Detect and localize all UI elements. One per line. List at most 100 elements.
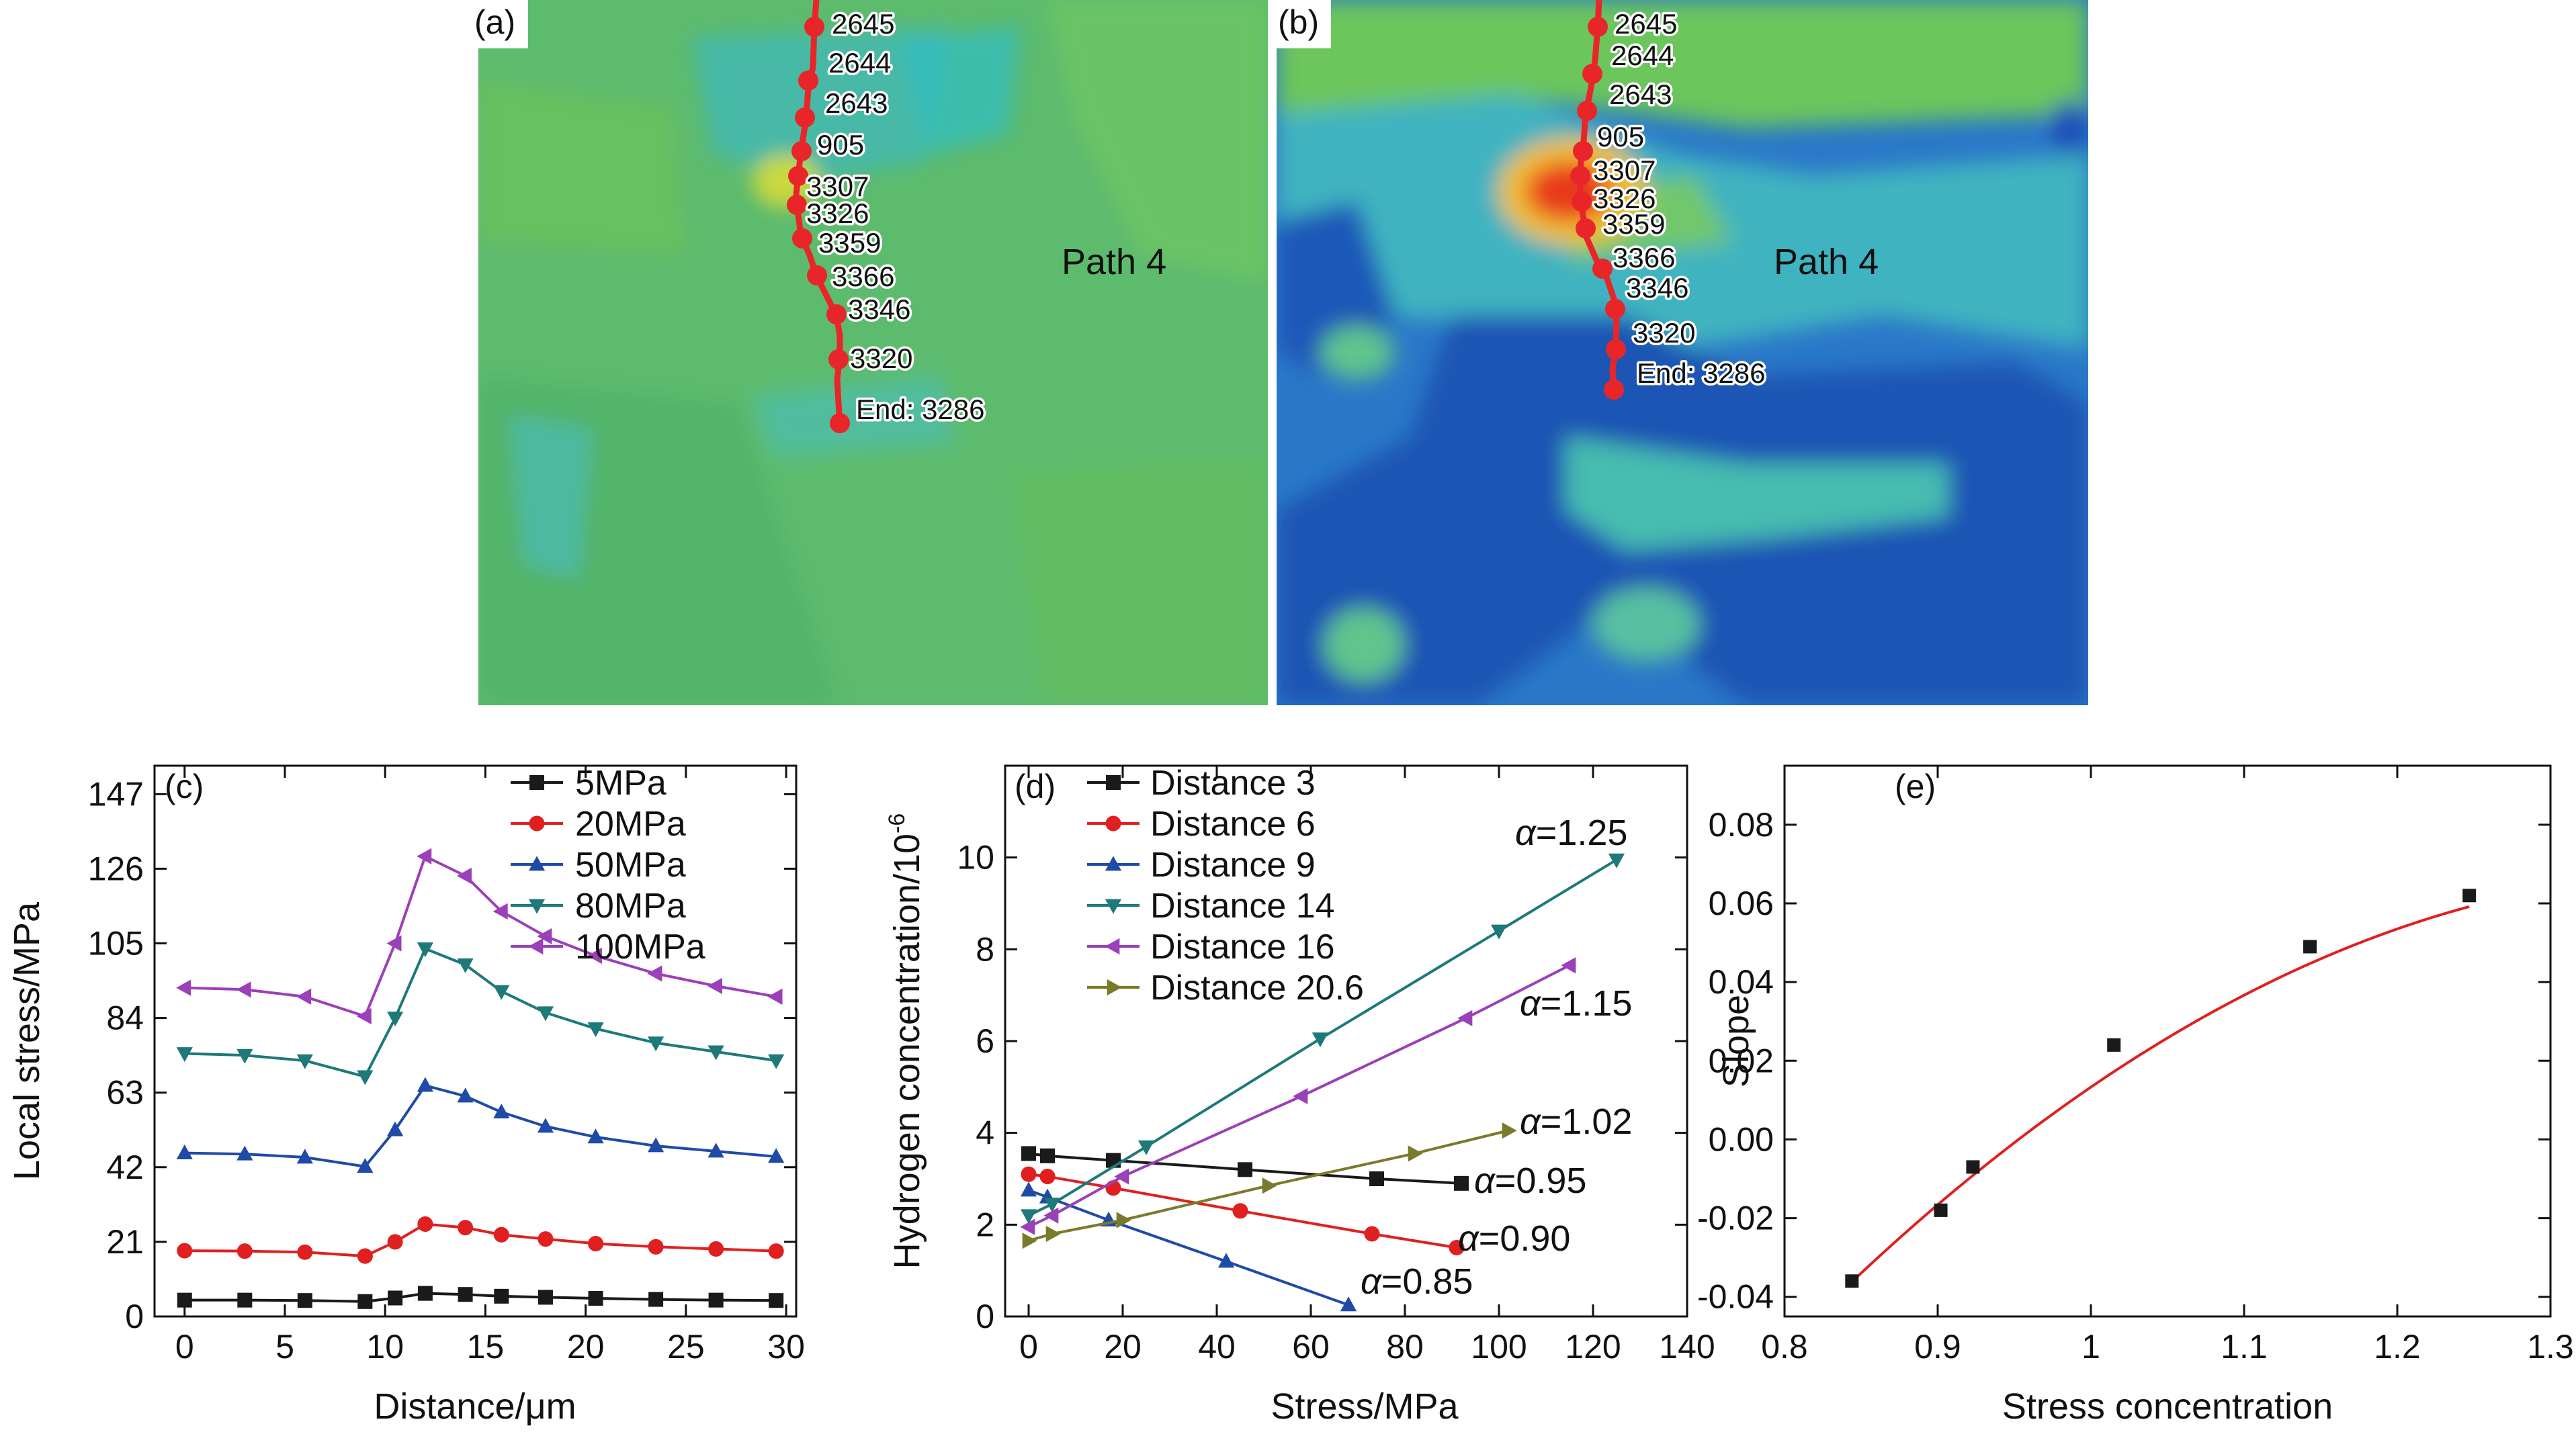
chart-c-legend-marker [528, 899, 546, 914]
chart-c-point [297, 1293, 312, 1308]
chart-c-point [588, 1291, 603, 1306]
chart-d-xtick-label: 120 [1565, 1328, 1621, 1366]
chart-c-line [184, 1222, 777, 1258]
chart-c-ytick-label: 105 [88, 925, 144, 963]
chart-c-point [493, 1104, 510, 1119]
chart-e-xtick-label: 1 [2081, 1328, 2100, 1366]
chart-c-legend-marker [528, 938, 544, 955]
map-a-node-label: 3366 [832, 261, 894, 292]
chart-c-point [417, 848, 432, 865]
map-a-node-label: 905 [817, 129, 864, 161]
chart-d-point [1457, 1010, 1473, 1026]
chart-e-ytick-label: 0.04 [1709, 963, 1774, 1001]
chart-d-xtick-label: 20 [1104, 1328, 1142, 1366]
chart-c-point [458, 1220, 474, 1236]
map-b-node-label: 3346 [1626, 272, 1688, 304]
map-a-node-label: 2643 [825, 87, 888, 119]
chart-c-point [769, 1293, 784, 1308]
chart-c-point [707, 1045, 724, 1061]
chart-c-point [387, 1012, 404, 1027]
chart-c-line [184, 1292, 777, 1303]
map-a-node-label: 3307 [806, 171, 869, 202]
chart-d-legend-label: Distance 14 [1150, 887, 1335, 926]
map-a-path-node [788, 166, 808, 186]
map-b-field-region [2049, 101, 2088, 154]
chart-c-point [537, 1118, 554, 1133]
chart-d-point [1116, 1212, 1131, 1228]
chart-c-xtick-label: 30 [767, 1328, 805, 1366]
chart-c-point [768, 1148, 785, 1163]
map-a-field-region [478, 81, 685, 255]
chart-d-alpha-symbol: α [1474, 1161, 1496, 1201]
chart-d-point [1490, 924, 1508, 940]
map-a-node-label: 3320 [850, 343, 912, 374]
chart-d-point [1454, 1175, 1469, 1191]
chart-e-fit-curve [1850, 905, 2470, 1283]
map-b-path-node [1606, 339, 1626, 359]
chart-d-point [1021, 1146, 1036, 1161]
chart-c-point [648, 1292, 664, 1307]
chart-d-point [1293, 1087, 1308, 1105]
chart-c-xtick-label: 0 [175, 1328, 194, 1366]
chart-c-point [386, 935, 402, 952]
map-b-node-label: 3359 [1602, 208, 1665, 240]
chart-d-ylabel: Hydrogen concentration/10-6 [884, 813, 927, 1269]
chart-c-point [296, 988, 312, 1005]
map-a-field-region [900, 27, 1021, 154]
chart-d-point [1608, 853, 1625, 868]
chart-e-point [1934, 1203, 1948, 1217]
chart-c-point [417, 1216, 433, 1233]
chart-d-alpha-symbol: α [1520, 983, 1542, 1024]
chart-c-point [494, 1288, 509, 1304]
chart-c-xtick-label: 15 [467, 1328, 505, 1366]
map-a-panel-label: (a) [474, 3, 515, 41]
chart-c-legend-marker [529, 775, 544, 790]
chart-c-point [237, 1292, 253, 1308]
chart-d-point [1262, 1177, 1277, 1194]
chart-c-point [647, 965, 662, 982]
map-b-path-node [1576, 218, 1596, 238]
chart-e-point [2107, 1038, 2121, 1052]
chart-c-point [176, 1144, 193, 1159]
chart-d-legend-marker [1105, 899, 1122, 914]
chart-d-point [1020, 1181, 1037, 1197]
map-a-node-label: 3359 [818, 227, 881, 259]
chart-d-xtick-label: 60 [1292, 1328, 1330, 1366]
chart-d-point [1114, 1168, 1129, 1185]
chart-c-legend-label: 20MPa [575, 805, 686, 844]
chart-d-xtick-label: 140 [1659, 1328, 1715, 1366]
chart-c-point [587, 1128, 604, 1144]
chart-c-xtick-label: 20 [567, 1328, 605, 1366]
chart-c-point [417, 1286, 433, 1301]
chart-c-ytick-label: 126 [88, 850, 144, 887]
map-b-path-node [1588, 17, 1608, 37]
chart-e-point [2462, 889, 2477, 903]
chart-c-point [493, 1226, 509, 1243]
chart-e-point [1966, 1160, 1980, 1174]
chart-d-alpha-symbol: α [1515, 813, 1537, 853]
chart-d-point [1561, 957, 1576, 974]
map-a-path-node [826, 304, 847, 324]
map-b-path-node [1577, 101, 1597, 121]
map-b-panel-label: (b) [1278, 3, 1319, 41]
map-a-path-node [791, 141, 812, 161]
chart-d-legend-label: Distance 3 [1150, 764, 1316, 803]
chart-d-point [1340, 1296, 1357, 1312]
chart-e: (e) 0.8 0.9 1 1.1 1.2 1.3 -0.04 -0.02 0.00 0.02 0.… [1697, 764, 2574, 1427]
chart-c-ytick-label: 84 [106, 999, 144, 1037]
chart-c-point [176, 979, 191, 996]
map-b-path-node [1592, 259, 1613, 279]
chart-c-point [237, 1145, 253, 1161]
chart-d-legend-label: Distance 9 [1150, 846, 1316, 885]
chart-c-point [493, 985, 510, 1000]
map-b-path-label: Path 4 [1774, 242, 1879, 282]
chart-d-alpha-value: =1.02 [1541, 1102, 1633, 1142]
chart-d-alpha-label: α=1.02 [1520, 1102, 1632, 1142]
map-a-field-region [753, 376, 954, 457]
chart-d-xtick-label: 80 [1386, 1328, 1424, 1366]
chart-c-point [537, 928, 552, 945]
chart-d-alpha-label: α=0.85 [1361, 1261, 1473, 1302]
chart-c-point [647, 1137, 664, 1153]
map-b-node-label: 2645 [1615, 8, 1677, 40]
